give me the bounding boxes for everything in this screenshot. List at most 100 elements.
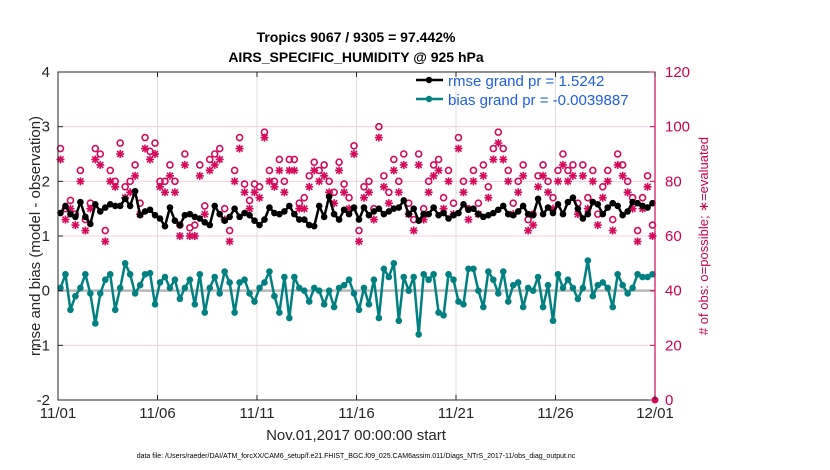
bias-point — [286, 314, 293, 322]
obs-evaluated-point — [265, 177, 274, 186]
bias-point — [490, 276, 497, 284]
rmse-point — [77, 198, 84, 206]
bias-point — [111, 306, 119, 314]
y-tick-label: 2 — [42, 173, 50, 190]
obs-evaluated-point — [524, 226, 533, 235]
bias-point — [310, 284, 318, 292]
obs-possible-point — [230, 166, 239, 175]
obs-possible-point — [340, 180, 348, 188]
rmse-point — [574, 205, 582, 212]
obs-possible-point — [554, 166, 562, 175]
obs-evaluated-point — [106, 177, 115, 186]
rmse-point — [494, 206, 502, 214]
asterisk-stroke — [390, 166, 398, 174]
obs-evaluated-point — [544, 188, 553, 197]
obs-evaluated-point — [499, 155, 508, 164]
bias-point — [196, 270, 204, 278]
bias-point — [365, 301, 373, 308]
bias-point — [72, 292, 79, 300]
asterisk-stroke — [236, 144, 244, 153]
rmse-point — [370, 208, 378, 215]
rmse-point — [524, 210, 532, 218]
obs-evaluated-point — [290, 166, 299, 175]
asterisk-stroke — [380, 183, 388, 191]
bias-point — [360, 284, 368, 292]
obs-possible-point — [220, 204, 229, 213]
y-tick-label: 1 — [42, 228, 50, 245]
obs-evaluated-point — [340, 188, 349, 197]
bias-point — [330, 303, 338, 311]
rmse-point — [519, 202, 527, 210]
rmse-point — [470, 205, 477, 212]
obs-evaluated-point — [424, 188, 433, 197]
bias-point — [146, 269, 154, 277]
obs-evaluated-point — [165, 171, 174, 180]
obs-evaluated-point — [151, 150, 160, 158]
obs-possible-point — [320, 161, 328, 169]
rmse-point — [325, 193, 333, 200]
bias-point — [82, 270, 89, 278]
bias-point — [624, 290, 631, 297]
obs-possible-point — [385, 188, 393, 197]
bias-point — [186, 276, 194, 284]
bias-point — [141, 270, 149, 278]
bias-point — [246, 290, 253, 297]
asterisk-stroke — [395, 188, 403, 196]
bias-point — [420, 270, 427, 278]
obs-evaluated-point — [275, 166, 284, 175]
obs-evaluated-point — [374, 133, 383, 142]
obs-evaluated-point — [260, 133, 269, 142]
bias-point — [251, 298, 258, 305]
obs-evaluated-point — [394, 188, 403, 197]
bias-point — [609, 303, 617, 311]
asterisk-stroke — [539, 172, 547, 180]
rmse-point — [485, 211, 492, 219]
asterisk-stroke — [96, 161, 104, 169]
bias-point — [415, 331, 422, 338]
bias-point — [305, 298, 313, 305]
bias-point — [191, 301, 199, 308]
obs-evaluated-point — [633, 237, 642, 246]
rmse-point — [305, 221, 313, 229]
obs-evaluated-point — [459, 188, 468, 197]
obs-evaluated-point — [588, 177, 597, 186]
obs-possible-point — [205, 155, 214, 164]
rmse-point — [440, 209, 447, 217]
bias-point — [350, 290, 358, 297]
rmse-point — [504, 210, 512, 218]
asterisk-stroke — [161, 188, 169, 196]
obs-evaluated-point — [315, 177, 324, 186]
asterisk-stroke — [614, 161, 622, 169]
rmse-point — [460, 200, 467, 208]
x-tick-label: 12/01 — [636, 405, 674, 422]
obs-possible-point — [449, 199, 458, 207]
obs-evaluated-point — [240, 188, 249, 197]
obs-evaluated-point — [270, 182, 279, 191]
bias-point — [375, 314, 383, 322]
obs-evaluated-point — [643, 182, 652, 191]
obs-possible-point — [235, 133, 244, 142]
y2-tick-label: 40 — [665, 283, 682, 300]
rmse-point — [276, 210, 283, 218]
bias-point — [291, 273, 298, 281]
obs-possible-point — [598, 183, 607, 191]
rmse-point — [475, 210, 482, 218]
bias-point — [559, 284, 567, 292]
asterisk-stroke — [489, 155, 497, 164]
rmse-point — [395, 204, 403, 211]
bias-point — [440, 311, 447, 319]
bias-point — [276, 309, 283, 316]
asterisk-stroke — [534, 183, 542, 191]
rmse-point — [629, 198, 636, 206]
obs-possible-point — [454, 133, 463, 142]
asterisk-stroke — [634, 237, 642, 246]
obs-possible-point — [310, 158, 319, 166]
bias-point — [465, 265, 472, 273]
rmse-point — [529, 211, 537, 219]
rmse-point — [216, 210, 223, 218]
obs-evaluated-point — [558, 160, 567, 169]
rmse-point — [126, 202, 134, 210]
bias-point — [509, 281, 517, 289]
obs-possible-point — [544, 177, 552, 186]
y2-tick-label: 100 — [665, 119, 690, 136]
